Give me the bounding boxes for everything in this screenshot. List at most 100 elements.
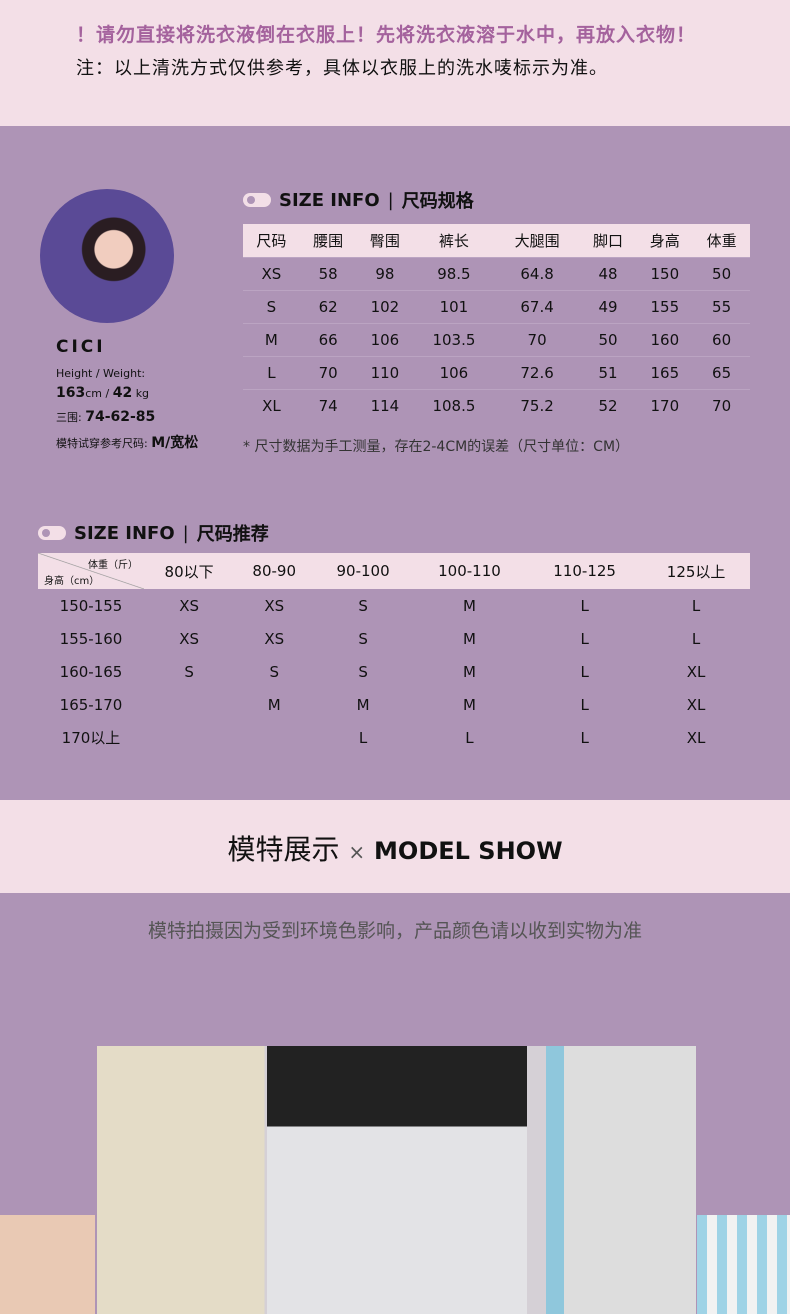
measure-label: 三围: — [56, 411, 82, 424]
table-cell: S — [269, 662, 279, 681]
table-cell: 72.6 — [520, 363, 554, 382]
table-cell: 60 — [712, 330, 732, 349]
table-cell: 51 — [598, 363, 618, 382]
table-row: M 66 106 103.5 70 50 160 60 — [243, 323, 750, 356]
color-note: 模特拍摄因为受到环境色影响，产品颜色请以收到实物为准 — [147, 920, 642, 942]
weight: 42 — [112, 385, 133, 401]
table-cell: 110 — [370, 363, 400, 382]
table-cell: 70 — [318, 363, 338, 382]
table-cell: 66 — [318, 330, 338, 349]
table-cell: 52 — [598, 396, 618, 415]
table-cell: XS — [179, 596, 199, 615]
table-cell: L — [580, 596, 589, 615]
model-pants — [267, 1046, 527, 1314]
table-cell: M — [267, 695, 281, 714]
table-cell: 49 — [598, 297, 618, 316]
side-photo-right — [697, 1215, 790, 1314]
title-cn: 尺码推荐 — [196, 524, 269, 545]
table-cell: 103.5 — [432, 330, 476, 349]
table-row: S 62 102 101 67.4 49 155 55 — [243, 290, 750, 323]
table-cell — [144, 721, 234, 754]
table-cell: 70 — [527, 330, 547, 349]
table-cell — [234, 721, 314, 754]
model-measure: 三围: 74-62-85 — [56, 409, 155, 425]
height-axis-label: 身高（cm） — [44, 576, 100, 587]
table-cell: S — [266, 297, 277, 316]
title-en: MODEL SHOW — [374, 837, 563, 865]
table-cell: 160-165 — [59, 662, 123, 681]
size: M/宽松 — [151, 435, 199, 451]
table-cell: XS — [261, 264, 282, 283]
table-cell: M — [462, 596, 476, 615]
table-cell: L — [580, 662, 589, 681]
column-header: 80-90 — [252, 562, 297, 580]
weight-unit: kg — [135, 387, 150, 400]
table-cell: 155 — [650, 297, 680, 316]
column-header: 80以下 — [164, 562, 214, 581]
table-row: 150-155 XS XS S M L L — [38, 589, 750, 622]
table-cell: XL — [686, 728, 706, 747]
table-cell: 64.8 — [520, 264, 554, 283]
model-show-band — [0, 800, 790, 893]
table-cell: L — [691, 596, 701, 615]
table-row: 160-165 S S S M L XL — [38, 655, 750, 688]
care-warning: ！请勿直接将洗衣液倒在衣服上！先将洗衣液溶于水中，再放入衣物！ — [76, 24, 697, 46]
table-cell: 160 — [650, 330, 680, 349]
size-rec-title: SIZE INFO | 尺码推荐 — [38, 520, 269, 546]
column-header: 身高 — [649, 231, 680, 250]
hw-label: Height / Weight: — [56, 367, 146, 380]
table-cell: XL — [686, 662, 706, 681]
column-header: 大腿围 — [514, 231, 560, 250]
care-notice-band — [0, 0, 790, 126]
table-cell: 75.2 — [520, 396, 554, 415]
table-cell: M — [462, 695, 476, 714]
care-note: 注：以上清洗方式仅供参考，具体以衣服上的洗水唛标示为准。 — [76, 58, 608, 79]
table-cell: L — [580, 629, 589, 648]
table-cell: 150 — [650, 264, 680, 283]
table-cell: 108.5 — [432, 396, 476, 415]
table-cell: M — [462, 629, 476, 648]
table-row: L 70 110 106 72.6 51 165 65 — [243, 356, 750, 389]
model-show-title: 模特展示 × MODEL SHOW — [0, 828, 790, 868]
size-label: 模特试穿参考尺码: — [56, 437, 148, 450]
table-cell: XS — [264, 629, 285, 648]
table-cell: S — [184, 662, 194, 681]
height-unit: cm / — [85, 387, 110, 400]
model-name: CICI — [56, 337, 106, 357]
column-header: 裤长 — [438, 231, 469, 250]
table-cell: XL — [686, 695, 706, 714]
table-cell: L — [465, 728, 474, 747]
table-cell: L — [580, 695, 589, 714]
size-info-title: SIZE INFO | 尺码规格 — [243, 187, 474, 213]
corner-cell: 体重（斤） 身高（cm） — [38, 553, 144, 589]
table-row: XS 58 98 98.5 64.8 48 150 50 — [243, 257, 750, 290]
table-cell: XS — [179, 629, 199, 648]
toggle-icon — [38, 526, 66, 540]
table-cell: S — [358, 662, 368, 681]
table-cell: L — [267, 363, 276, 382]
table-cell: 150-155 — [59, 596, 123, 615]
table-cell: M — [264, 330, 278, 349]
table-cell: 106 — [370, 330, 400, 349]
table-cell: 170以上 — [61, 729, 121, 747]
table-cell: 48 — [598, 264, 618, 283]
size-rec-table: 体重（斤） 身高（cm） 80以下 80-90 90-100 100-110 110-125… — [38, 553, 750, 754]
table-cell: 50 — [712, 264, 732, 283]
separator: × — [348, 840, 366, 864]
model-hw: 163cm / 42 kg — [56, 385, 149, 401]
height: 163 — [56, 385, 86, 401]
column-header: 100-110 — [438, 562, 501, 580]
table-cell: 62 — [318, 297, 338, 316]
table-cell: 98.5 — [437, 264, 471, 283]
table-cell: 70 — [712, 396, 732, 415]
table-cell: 67.4 — [520, 297, 554, 316]
column-header: 90-100 — [336, 562, 390, 580]
model-photo — [97, 1046, 696, 1314]
table-cell: 102 — [370, 297, 400, 316]
column-header: 体重 — [706, 231, 737, 250]
table-cell: M — [462, 662, 476, 681]
table-cell: XS — [264, 596, 285, 615]
column-header: 尺码 — [256, 231, 287, 250]
table-cell: 50 — [598, 330, 618, 349]
table-cell: 58 — [318, 264, 338, 283]
